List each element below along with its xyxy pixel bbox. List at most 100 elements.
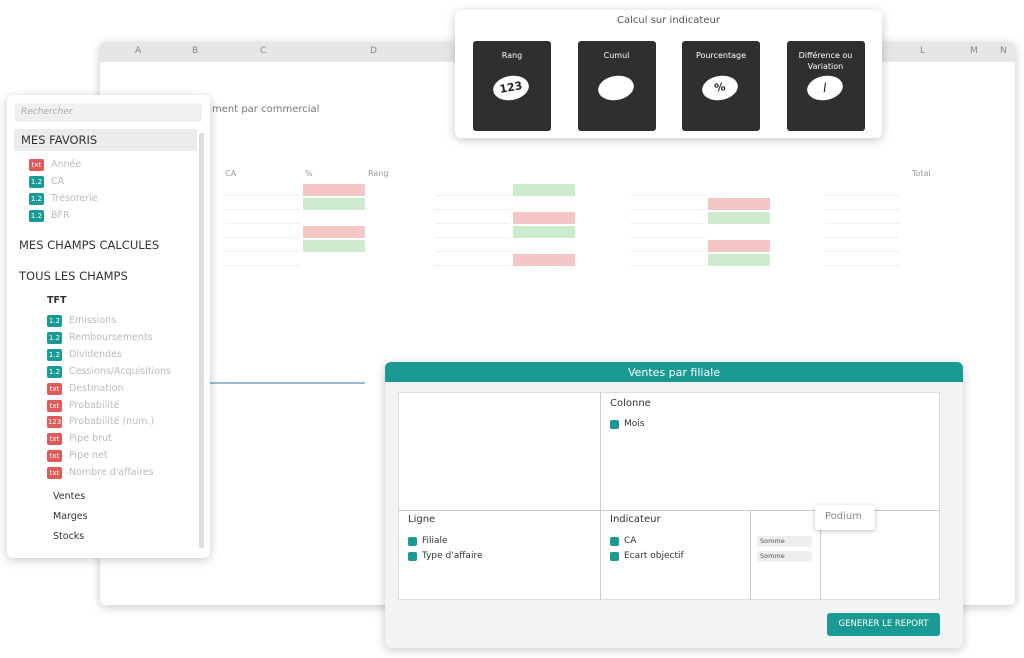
field-label[interactable]: BFR	[51, 210, 70, 221]
cell	[825, 212, 900, 224]
calc-card[interactable]: Rang 123	[473, 41, 551, 131]
field-label[interactable]: Cessions/Acquisitions	[69, 365, 171, 377]
cell	[630, 198, 705, 210]
cell	[303, 226, 365, 238]
card-icon: 123	[491, 73, 531, 103]
type-badge: 1.2	[47, 315, 62, 327]
field-label[interactable]: Dividendes	[69, 348, 122, 360]
cell	[435, 212, 510, 224]
field-label[interactable]: Trésorerie	[51, 193, 98, 204]
field-label[interactable]: Pipe brut	[69, 433, 112, 445]
sheet-header: CA	[225, 169, 237, 178]
cell	[630, 240, 705, 252]
column-letter: B	[192, 46, 199, 56]
cell	[708, 254, 770, 266]
checkbox[interactable]	[610, 537, 619, 546]
field-label[interactable]: Année	[51, 159, 82, 170]
field-label[interactable]: Remboursements	[69, 331, 153, 343]
field-label[interactable]: CA	[51, 176, 65, 187]
checkbox[interactable]	[408, 537, 417, 546]
chart-line	[205, 382, 365, 384]
cell	[630, 184, 705, 196]
folder[interactable]: Ventes	[53, 491, 86, 502]
column-letter: N	[1000, 46, 1007, 56]
field-label[interactable]: Probabilité (num.)	[69, 416, 155, 428]
search-placeholder: Rechercher	[21, 107, 73, 117]
field-label[interactable]: Nombre d'affaires	[69, 467, 154, 479]
sidebar: Rechercher MES FAVORIS txt Année 1.2 CA 1.2 Tr…	[7, 95, 210, 558]
cell	[825, 184, 900, 196]
tooltip: Podium	[815, 505, 875, 530]
field-label: Filiale	[422, 536, 448, 546]
calc-card[interactable]: Cumul	[577, 41, 656, 131]
column-title: Colonne	[610, 398, 651, 409]
checkbox[interactable]	[610, 552, 619, 561]
card-label: Rang	[501, 51, 523, 60]
field-label[interactable]: Pipe net	[69, 450, 108, 462]
folder[interactable]: TFT	[47, 295, 67, 306]
cell	[225, 254, 300, 266]
cell	[630, 226, 705, 238]
type-badge: 1.2	[29, 176, 44, 188]
indicator-title: Indicateur	[610, 514, 661, 525]
cell	[225, 212, 300, 224]
field-label: Ecart objectif	[624, 551, 684, 561]
cell	[513, 226, 575, 238]
sheet-header: %	[305, 169, 313, 178]
type-badge: 1.2	[29, 210, 44, 222]
section-title[interactable]: TOUS LES CHAMPS	[19, 269, 128, 283]
type-badge: txt	[47, 467, 62, 480]
field-label[interactable]: Destination	[69, 382, 124, 394]
field-label[interactable]: Probabilité	[69, 399, 120, 411]
checkbox[interactable]	[610, 420, 619, 429]
cell	[630, 254, 705, 266]
type-badge: 123	[47, 416, 62, 429]
cell	[708, 198, 770, 210]
select-text: Somme	[760, 537, 785, 545]
field-label: CA	[624, 536, 637, 546]
card-icon	[595, 73, 636, 103]
calc-card[interactable]: Différence ou Variation /	[786, 41, 865, 131]
cell	[513, 212, 575, 224]
section-title[interactable]: MES CHAMPS CALCULES	[19, 238, 160, 252]
column-letter: L	[920, 46, 926, 56]
cell	[435, 184, 510, 196]
divider	[600, 392, 601, 600]
report-panel: Ventes par filiale Colonne Ligne Indicat…	[385, 362, 963, 648]
field-label[interactable]: Emissions	[69, 315, 117, 326]
type-badge: txt	[47, 399, 62, 412]
type-badge: txt	[47, 450, 62, 463]
column-letter: M	[970, 46, 978, 56]
button-label: GENERER LE REPORT	[838, 619, 929, 629]
generate-button[interactable]: GENERER LE REPORT	[827, 613, 940, 636]
cell	[225, 240, 300, 252]
type-badge: txt	[29, 159, 44, 171]
search-box[interactable]: Rechercher	[15, 103, 202, 122]
cell	[225, 184, 300, 196]
cell	[435, 240, 510, 252]
cell	[513, 254, 575, 266]
select[interactable]: Somme	[757, 536, 812, 547]
cell	[435, 226, 510, 238]
tooltip-text: Podium	[825, 511, 862, 522]
column-letter: D	[370, 46, 377, 56]
checkbox[interactable]	[408, 552, 417, 561]
cell	[513, 184, 575, 196]
report-title: Ventes par filiale	[627, 366, 721, 379]
icon-text: %	[713, 80, 727, 95]
folder[interactable]: Marges	[53, 511, 88, 522]
icon-text: 123	[498, 79, 524, 96]
calc-card[interactable]: Pourcentage%	[682, 41, 760, 131]
folder[interactable]: Stocks	[53, 531, 85, 542]
cell	[435, 198, 510, 210]
report-header: Ventes par filiale	[385, 362, 963, 382]
scrollbar[interactable]	[199, 133, 204, 548]
cell	[630, 212, 705, 224]
pivot-area	[398, 392, 940, 600]
icon-text	[597, 78, 632, 84]
column-letter: A	[135, 46, 142, 56]
select[interactable]: Somme	[757, 551, 812, 562]
sheet-header: Total	[912, 169, 931, 178]
cell	[825, 240, 900, 252]
